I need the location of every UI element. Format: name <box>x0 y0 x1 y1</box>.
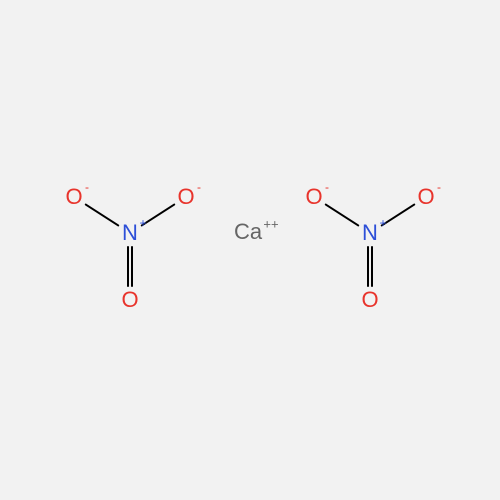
atom-charge: - <box>197 181 201 193</box>
bond <box>142 205 174 226</box>
ion-label: Ca <box>234 221 262 243</box>
molecule-diagram <box>0 0 500 500</box>
bond <box>86 205 118 226</box>
atom-charge: - <box>437 181 441 193</box>
atom-n: N <box>122 222 138 244</box>
atom-o: O <box>121 289 138 311</box>
bond <box>326 205 358 226</box>
atom-charge: - <box>325 181 329 193</box>
atom-o: O <box>177 186 194 208</box>
atom-o: O <box>361 289 378 311</box>
bond <box>382 205 414 226</box>
atom-charge: + <box>379 217 386 229</box>
atom-o: O <box>305 186 322 208</box>
atom-charge: + <box>139 217 146 229</box>
ion-charge: ++ <box>263 218 278 231</box>
atom-o: O <box>65 186 82 208</box>
atom-o: O <box>417 186 434 208</box>
atom-n: N <box>362 222 378 244</box>
atom-charge: - <box>85 181 89 193</box>
